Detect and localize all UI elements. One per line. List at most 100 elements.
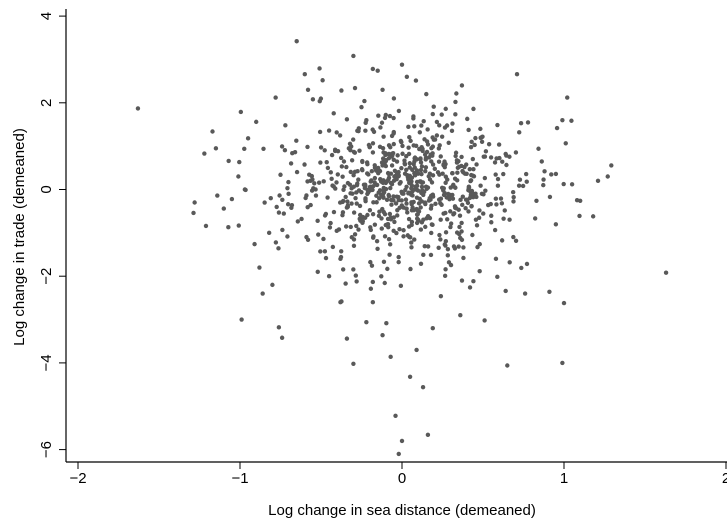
data-point — [536, 146, 541, 151]
data-point — [507, 260, 512, 265]
data-point — [430, 162, 436, 167]
data-point — [407, 165, 412, 170]
data-point — [423, 224, 428, 230]
data-point — [321, 236, 326, 242]
y-tick-label: −4 — [38, 354, 55, 371]
data-point — [357, 212, 363, 218]
data-point — [443, 267, 448, 272]
data-point — [514, 71, 520, 77]
data-point — [429, 222, 435, 227]
data-point — [384, 321, 389, 326]
data-point — [424, 91, 429, 97]
data-point — [453, 150, 459, 155]
data-point — [413, 78, 419, 83]
data-point — [522, 291, 528, 296]
data-point — [245, 136, 251, 141]
data-point — [388, 145, 393, 150]
data-point — [477, 208, 482, 213]
data-point — [481, 211, 486, 216]
data-point — [481, 192, 486, 197]
data-point — [422, 137, 427, 142]
data-point — [446, 140, 451, 145]
data-point — [421, 119, 426, 124]
data-point — [434, 133, 440, 138]
data-point — [274, 204, 279, 210]
data-point — [500, 159, 505, 164]
data-point — [396, 259, 401, 265]
data-point — [561, 300, 567, 306]
data-point — [391, 228, 396, 234]
data-point — [393, 413, 398, 418]
y-tick-label: 0 — [38, 185, 55, 193]
data-point — [363, 197, 368, 202]
data-point — [391, 115, 396, 121]
data-point — [498, 196, 504, 201]
data-point — [210, 129, 215, 134]
data-point — [499, 238, 505, 243]
data-point — [385, 222, 390, 227]
data-point — [393, 201, 399, 206]
data-point — [302, 71, 307, 77]
data-point — [577, 213, 582, 219]
data-point — [394, 194, 399, 199]
data-point — [396, 108, 402, 114]
data-point — [237, 159, 242, 165]
data-point — [406, 145, 411, 150]
data-point — [389, 202, 394, 207]
data-point — [464, 171, 469, 177]
data-point — [519, 265, 524, 271]
data-point — [279, 144, 285, 149]
data-point — [424, 186, 429, 192]
data-point — [453, 99, 458, 105]
data-point — [229, 196, 235, 202]
data-point — [322, 148, 327, 153]
data-point — [354, 190, 359, 195]
data-point — [473, 191, 478, 196]
data-point — [465, 116, 470, 122]
data-point — [397, 205, 402, 211]
data-point — [430, 326, 435, 331]
data-point — [414, 183, 420, 189]
data-point — [383, 151, 388, 156]
data-point — [411, 199, 416, 205]
data-point — [309, 188, 315, 193]
data-point — [389, 163, 395, 168]
data-point — [511, 195, 516, 200]
data-point — [254, 119, 259, 125]
data-point — [430, 144, 436, 149]
data-point — [495, 176, 501, 182]
data-point — [383, 158, 389, 164]
data-point — [328, 220, 333, 226]
data-point — [273, 95, 278, 100]
data-point — [391, 194, 396, 199]
data-point — [407, 374, 413, 379]
data-point — [327, 225, 333, 230]
data-point — [417, 179, 422, 184]
data-point — [377, 209, 382, 214]
data-point — [365, 171, 370, 176]
data-point — [387, 113, 393, 119]
data-point — [351, 267, 356, 272]
data-point — [425, 432, 431, 438]
data-point — [392, 174, 397, 179]
data-point — [432, 166, 438, 172]
data-point — [426, 174, 431, 179]
data-point — [367, 185, 372, 190]
data-point — [459, 278, 465, 283]
data-point — [388, 171, 394, 176]
data-point — [455, 165, 461, 170]
data-point — [270, 282, 275, 288]
data-point — [318, 160, 323, 165]
data-point — [378, 125, 383, 130]
data-point — [305, 144, 310, 150]
data-point — [402, 161, 407, 166]
data-point — [541, 182, 546, 188]
data-point — [407, 161, 412, 166]
data-point — [422, 200, 428, 205]
data-point — [354, 279, 359, 284]
data-point — [459, 237, 465, 243]
data-point — [388, 354, 393, 360]
data-point — [486, 142, 492, 147]
data-point — [391, 178, 397, 183]
data-point — [400, 151, 405, 156]
